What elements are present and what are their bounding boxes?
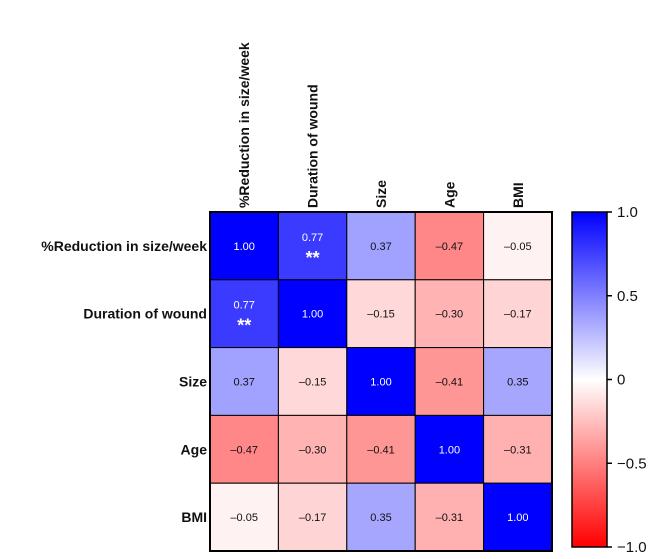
- cell-value-r2-c4: 0.35: [507, 377, 528, 389]
- row-label: %Reduction in size/week: [41, 238, 207, 254]
- row-label: Duration of wound: [83, 306, 207, 322]
- cell-value-r1-c2: –0.15: [367, 309, 395, 321]
- row-label: Size: [179, 374, 207, 390]
- cell-value-r2-c2: 1.00: [370, 377, 391, 389]
- cell-value-r3-c0: –0.47: [230, 444, 258, 456]
- cell-value-r3-c1: –0.30: [299, 444, 327, 456]
- cell-r1-c2: [346, 279, 416, 349]
- colorbar-tick-label: 1.0: [617, 204, 638, 221]
- cell-value-r0-c2: 0.37: [370, 241, 391, 253]
- cell-value-r3-c3: 1.00: [439, 444, 460, 456]
- colorbar-tick-label: 0.5: [617, 288, 638, 305]
- colorbar-tick-label: −1.0: [617, 539, 647, 556]
- cell-value-r3-c2: –0.41: [367, 444, 395, 456]
- column-label: Duration of wound: [305, 84, 321, 208]
- cell-value-r0-c3: –0.47: [436, 241, 464, 253]
- cell-value-r4-c4: 1.00: [507, 512, 528, 524]
- significance-marker: **: [306, 248, 320, 268]
- column-label: Size: [373, 180, 389, 208]
- cell-r3-c2: [346, 414, 416, 484]
- cell-r4-c0: [209, 482, 279, 552]
- colorbar-tick-label: −0.5: [617, 455, 647, 472]
- cell-value-r4-c1: –0.17: [299, 512, 327, 524]
- column-label: Age: [441, 181, 457, 208]
- cell-r0-c0: [209, 211, 279, 281]
- significance-marker: **: [237, 316, 251, 336]
- cell-value-r2-c1: –0.15: [299, 377, 327, 389]
- cell-r4-c2: [346, 482, 416, 552]
- cell-r1-c4: [483, 279, 553, 349]
- cell-r2-c3: [414, 347, 485, 416]
- cell-r4-c4: [483, 482, 553, 552]
- cell-r0-c1: [277, 211, 348, 281]
- cell-value-r1-c3: –0.30: [436, 309, 464, 321]
- column-label: %Reduction in size/week: [236, 42, 252, 208]
- cell-value-r1-c4: –0.17: [504, 309, 532, 321]
- colorbar-tick-label: 0: [617, 372, 625, 389]
- cell-value-r2-c0: 0.37: [233, 377, 254, 389]
- cell-r3-c0: [209, 414, 279, 484]
- row-label: BMI: [181, 509, 207, 525]
- cell-r3-c3: [414, 414, 485, 484]
- cell-value-r1-c0: 0.77: [233, 300, 254, 312]
- cell-value-r1-c1: 1.00: [302, 309, 323, 321]
- row-label: Age: [181, 441, 208, 457]
- cell-r4-c1: [277, 482, 348, 552]
- cell-r1-c0: [209, 279, 279, 349]
- cell-value-r4-c2: 0.35: [370, 512, 391, 524]
- cell-r2-c1: [277, 347, 348, 416]
- cell-value-r4-c3: –0.31: [436, 512, 464, 524]
- cell-value-r0-c4: –0.05: [504, 241, 532, 253]
- cell-value-r0-c0: 1.00: [233, 241, 254, 253]
- cell-r0-c4: [483, 211, 553, 281]
- colorbar: [571, 211, 608, 548]
- cell-value-r2-c3: –0.41: [436, 377, 464, 389]
- heatmap-border: [209, 211, 553, 552]
- cell-r0-c2: [346, 211, 416, 281]
- cell-r3-c4: [483, 414, 553, 484]
- column-label: BMI: [510, 182, 526, 208]
- cell-r4-c3: [414, 482, 485, 552]
- cell-value-r0-c1: 0.77: [302, 232, 323, 244]
- cell-value-r3-c4: –0.31: [504, 444, 532, 456]
- cell-value-r4-c0: –0.05: [230, 512, 258, 524]
